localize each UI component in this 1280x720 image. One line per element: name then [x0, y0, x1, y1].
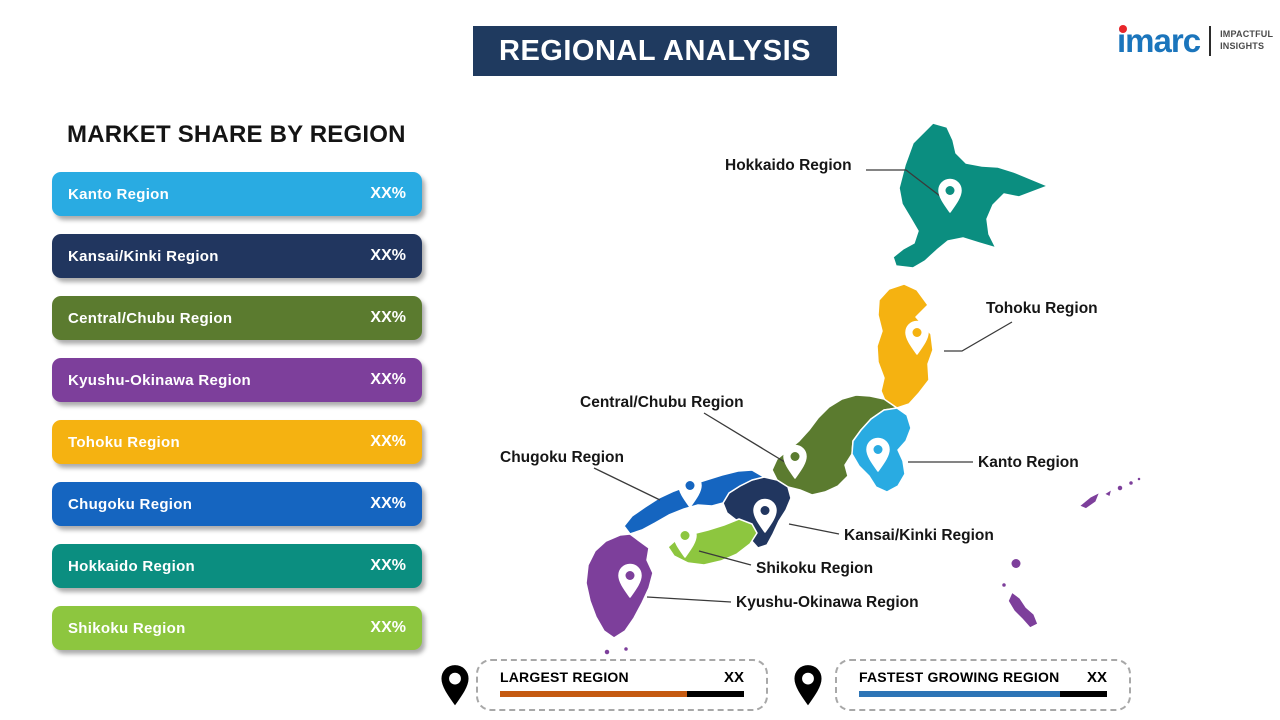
- map-region-okinawa-chain: [1103, 488, 1113, 498]
- bar-region-value: XX%: [370, 185, 406, 202]
- map-pin-kyushu: [618, 563, 642, 598]
- largest-region-row: LARGEST REGION XX: [500, 669, 744, 686]
- largest-region-legend: LARGEST REGION XX: [476, 659, 768, 711]
- bar-region-label: Central/Chubu Region: [68, 309, 233, 327]
- bar-region-label: Kansai/Kinki Region: [68, 247, 219, 265]
- map-label-chugoku: Chugoku Region: [500, 449, 624, 466]
- japan-map: [585, 122, 1142, 656]
- map-island-okinawa-small: [1000, 581, 1008, 589]
- logo-red-dot: [1119, 25, 1127, 33]
- logo-tagline-line1: IMPACTFUL: [1220, 28, 1274, 39]
- map-region-shikoku: [667, 518, 758, 566]
- map-region-okinawa-main: [1007, 591, 1039, 629]
- map-label-chubu: Central/Chubu Region: [580, 394, 744, 411]
- map-pin-hokkaido: [938, 178, 962, 213]
- map-island-okinawa-small: [1116, 484, 1124, 492]
- fastest-growing-region-value: XX: [1086, 669, 1107, 686]
- logo-tagline-line2: INSIGHTS: [1220, 40, 1265, 51]
- page-title: REGIONAL ANALYSIS: [473, 26, 837, 76]
- bar-region-label: Kanto Region: [68, 185, 170, 203]
- logo-tagline: IMPACTFUL INSIGHTS: [1220, 29, 1273, 52]
- logo-divider: [1209, 25, 1212, 56]
- map-label-hokkaido: Hokkaido Region: [725, 157, 852, 174]
- market-share-bar-kanto: Kanto Region XX%: [52, 172, 422, 216]
- bar-region-label: Shikoku Region: [68, 619, 186, 637]
- market-share-bar-tohoku: Tohoku Region XX%: [52, 420, 422, 464]
- fastest-growing-region-bar-black: [1060, 691, 1107, 697]
- map-island-kyushu-small: [603, 648, 611, 656]
- connector-line-tohoku: [944, 321, 1013, 352]
- map-region-okinawa-chain: [1078, 491, 1101, 510]
- map-label-kanto: Kanto Region: [978, 454, 1079, 471]
- market-share-bar-chugoku: Chugoku Region XX%: [52, 482, 422, 526]
- market-share-bar-kyushu: Kyushu-Okinawa Region XX%: [52, 358, 422, 402]
- imarc-logo-text: imarc: [1117, 22, 1201, 59]
- connector-line-shikoku: [698, 550, 752, 566]
- largest-region-bar-colored: [500, 691, 687, 697]
- map-island-kyushu-small: [622, 645, 630, 653]
- fastest-growing-region-pin-icon: [792, 663, 824, 707]
- map-pin-shikoku: [673, 523, 697, 558]
- largest-region-pin-icon: [439, 663, 471, 707]
- map-region-hokkaido: [892, 122, 1049, 269]
- largest-region-label: LARGEST REGION: [500, 669, 629, 685]
- fastest-growing-region-row: FASTEST GROWING REGION XX: [859, 669, 1107, 686]
- map-pin-kansai: [753, 498, 777, 533]
- fastest-growing-region-legend: FASTEST GROWING REGION XX: [835, 659, 1131, 711]
- bar-region-value: XX%: [370, 433, 406, 450]
- map-label-kyushu: Kyushu-Okinawa Region: [736, 594, 919, 611]
- connector-line-chugoku: [593, 467, 661, 501]
- fastest-growing-region-bar-colored: [859, 691, 1060, 697]
- bar-region-label: Tohoku Region: [68, 433, 180, 451]
- bar-region-value: XX%: [370, 619, 406, 636]
- map-pin-kanto: [866, 437, 890, 472]
- map-island-okinawa-small: [1127, 479, 1135, 487]
- fastest-growing-region-label: FASTEST GROWING REGION: [859, 669, 1060, 685]
- map-pin-okinawa: [1004, 551, 1028, 586]
- connector-line-chubu: [703, 412, 789, 465]
- largest-region-bar: [500, 691, 744, 697]
- bar-region-value: XX%: [370, 557, 406, 574]
- map-pin-chugoku: [678, 473, 702, 508]
- connector-line-hokkaido: [866, 169, 941, 197]
- largest-region-value: XX: [723, 669, 744, 686]
- imarc-logo: imarc IMPACTFUL INSIGHTS: [1117, 24, 1273, 57]
- bar-region-label: Chugoku Region: [68, 495, 193, 513]
- map-island-okinawa-small: [1136, 476, 1142, 482]
- bar-region-value: XX%: [370, 309, 406, 326]
- map-region-kyushu: [585, 533, 654, 639]
- market-share-bar-kansai: Kansai/Kinki Region XX%: [52, 234, 422, 278]
- market-share-bar-shikoku: Shikoku Region XX%: [52, 606, 422, 650]
- bar-region-value: XX%: [370, 495, 406, 512]
- connector-line-kyushu: [646, 596, 732, 603]
- map-label-tohoku: Tohoku Region: [986, 300, 1098, 317]
- fastest-growing-region-bar: [859, 691, 1107, 697]
- market-share-bar-chubu: Central/Chubu Region XX%: [52, 296, 422, 340]
- map-region-tohoku: [876, 283, 934, 409]
- map-label-kansai: Kansai/Kinki Region: [844, 527, 994, 544]
- imarc-brand-word: imarc: [1117, 22, 1201, 59]
- market-share-heading: MARKET SHARE BY REGION: [67, 121, 406, 148]
- bar-region-value: XX%: [370, 247, 406, 264]
- map-pin-chubu: [783, 444, 807, 479]
- market-share-bar-hokkaido: Hokkaido Region XX%: [52, 544, 422, 588]
- bar-region-label: Hokkaido Region: [68, 557, 196, 575]
- bar-region-value: XX%: [370, 371, 406, 388]
- largest-region-bar-black: [687, 691, 744, 697]
- bar-region-label: Kyushu-Okinawa Region: [68, 371, 251, 389]
- map-pin-tohoku: [905, 320, 929, 355]
- map-label-shikoku: Shikoku Region: [756, 560, 874, 577]
- market-share-list: Kanto Region XX% Kansai/Kinki Region XX%…: [52, 172, 422, 650]
- connector-line-kansai: [788, 523, 840, 535]
